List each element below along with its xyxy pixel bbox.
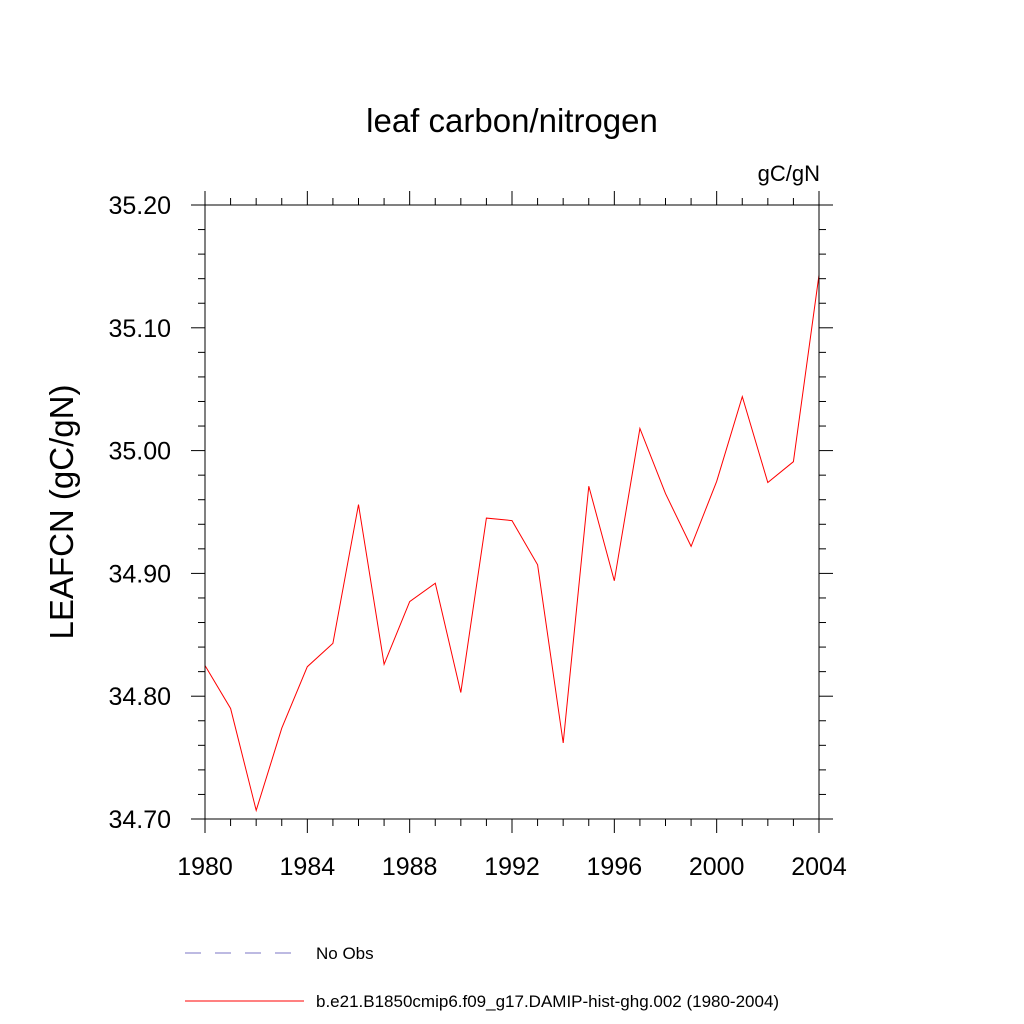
x-tick-label: 1984 bbox=[280, 853, 336, 881]
legend-label-no-obs: No Obs bbox=[316, 944, 374, 963]
y-tick-label: 35.00 bbox=[108, 438, 171, 466]
y-tick-label: 34.90 bbox=[108, 560, 171, 588]
y-tick-label: 35.10 bbox=[108, 315, 171, 343]
plot-frame bbox=[204, 204, 820, 820]
y-tick-label: 35.20 bbox=[108, 192, 171, 220]
x-tick-label: 1996 bbox=[587, 853, 643, 881]
chart-title: leaf carbon/nitrogen bbox=[366, 102, 658, 139]
y-axis-label: LEAFCN (gC/gN) bbox=[43, 385, 80, 640]
x-tick-label: 1992 bbox=[484, 853, 540, 881]
axis-tick-labels: 1980 1984 1988 1992 1996 2000 2004 34.70 34.80 34… bbox=[108, 192, 846, 881]
x-tick-label: 2004 bbox=[791, 853, 847, 881]
axis-ticks bbox=[191, 191, 833, 833]
units-label: gC/gN bbox=[758, 161, 820, 186]
legend-label-model: b.e21.B1850cmip6.f09_g17.DAMIP-hist-ghg.… bbox=[316, 992, 779, 1011]
x-tick-label: 1988 bbox=[382, 853, 438, 881]
series-line bbox=[204, 274, 820, 813]
legend: No Obs b.e21.B1850cmip6.f09_g17.DAMIP-hi… bbox=[185, 944, 779, 1011]
series-layer bbox=[204, 274, 820, 813]
y-tick-label: 34.80 bbox=[108, 683, 171, 711]
x-tick-label: 2000 bbox=[689, 853, 745, 881]
x-tick-label: 1980 bbox=[177, 853, 233, 881]
y-tick-label: 34.70 bbox=[108, 806, 171, 834]
